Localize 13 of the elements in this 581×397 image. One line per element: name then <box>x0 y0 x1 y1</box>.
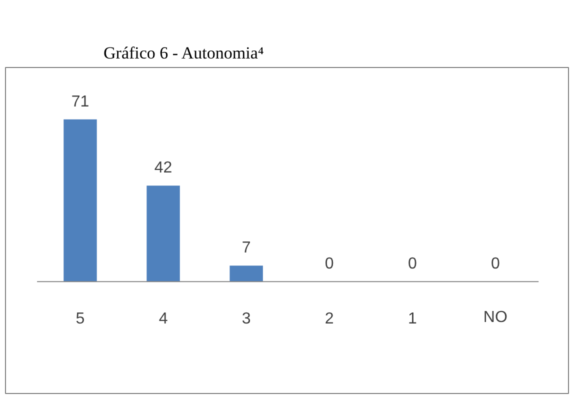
x-tick-label: 3 <box>242 310 251 328</box>
data-label: 42 <box>154 160 172 177</box>
x-tick-label: 1 <box>408 310 417 328</box>
data-label: 7 <box>242 240 251 257</box>
x-tick-label: 5 <box>76 310 85 328</box>
x-tick-label: 4 <box>158 310 168 328</box>
data-label: 0 <box>490 256 500 273</box>
data-label: 71 <box>71 93 90 110</box>
chart-title: Gráfico 6 - Autonomia⁴ <box>104 44 264 62</box>
data-label: 0 <box>324 256 334 273</box>
x-tick-label: NO <box>483 308 508 326</box>
data-label: 0 <box>408 256 417 273</box>
x-tick-label: 2 <box>324 310 334 328</box>
